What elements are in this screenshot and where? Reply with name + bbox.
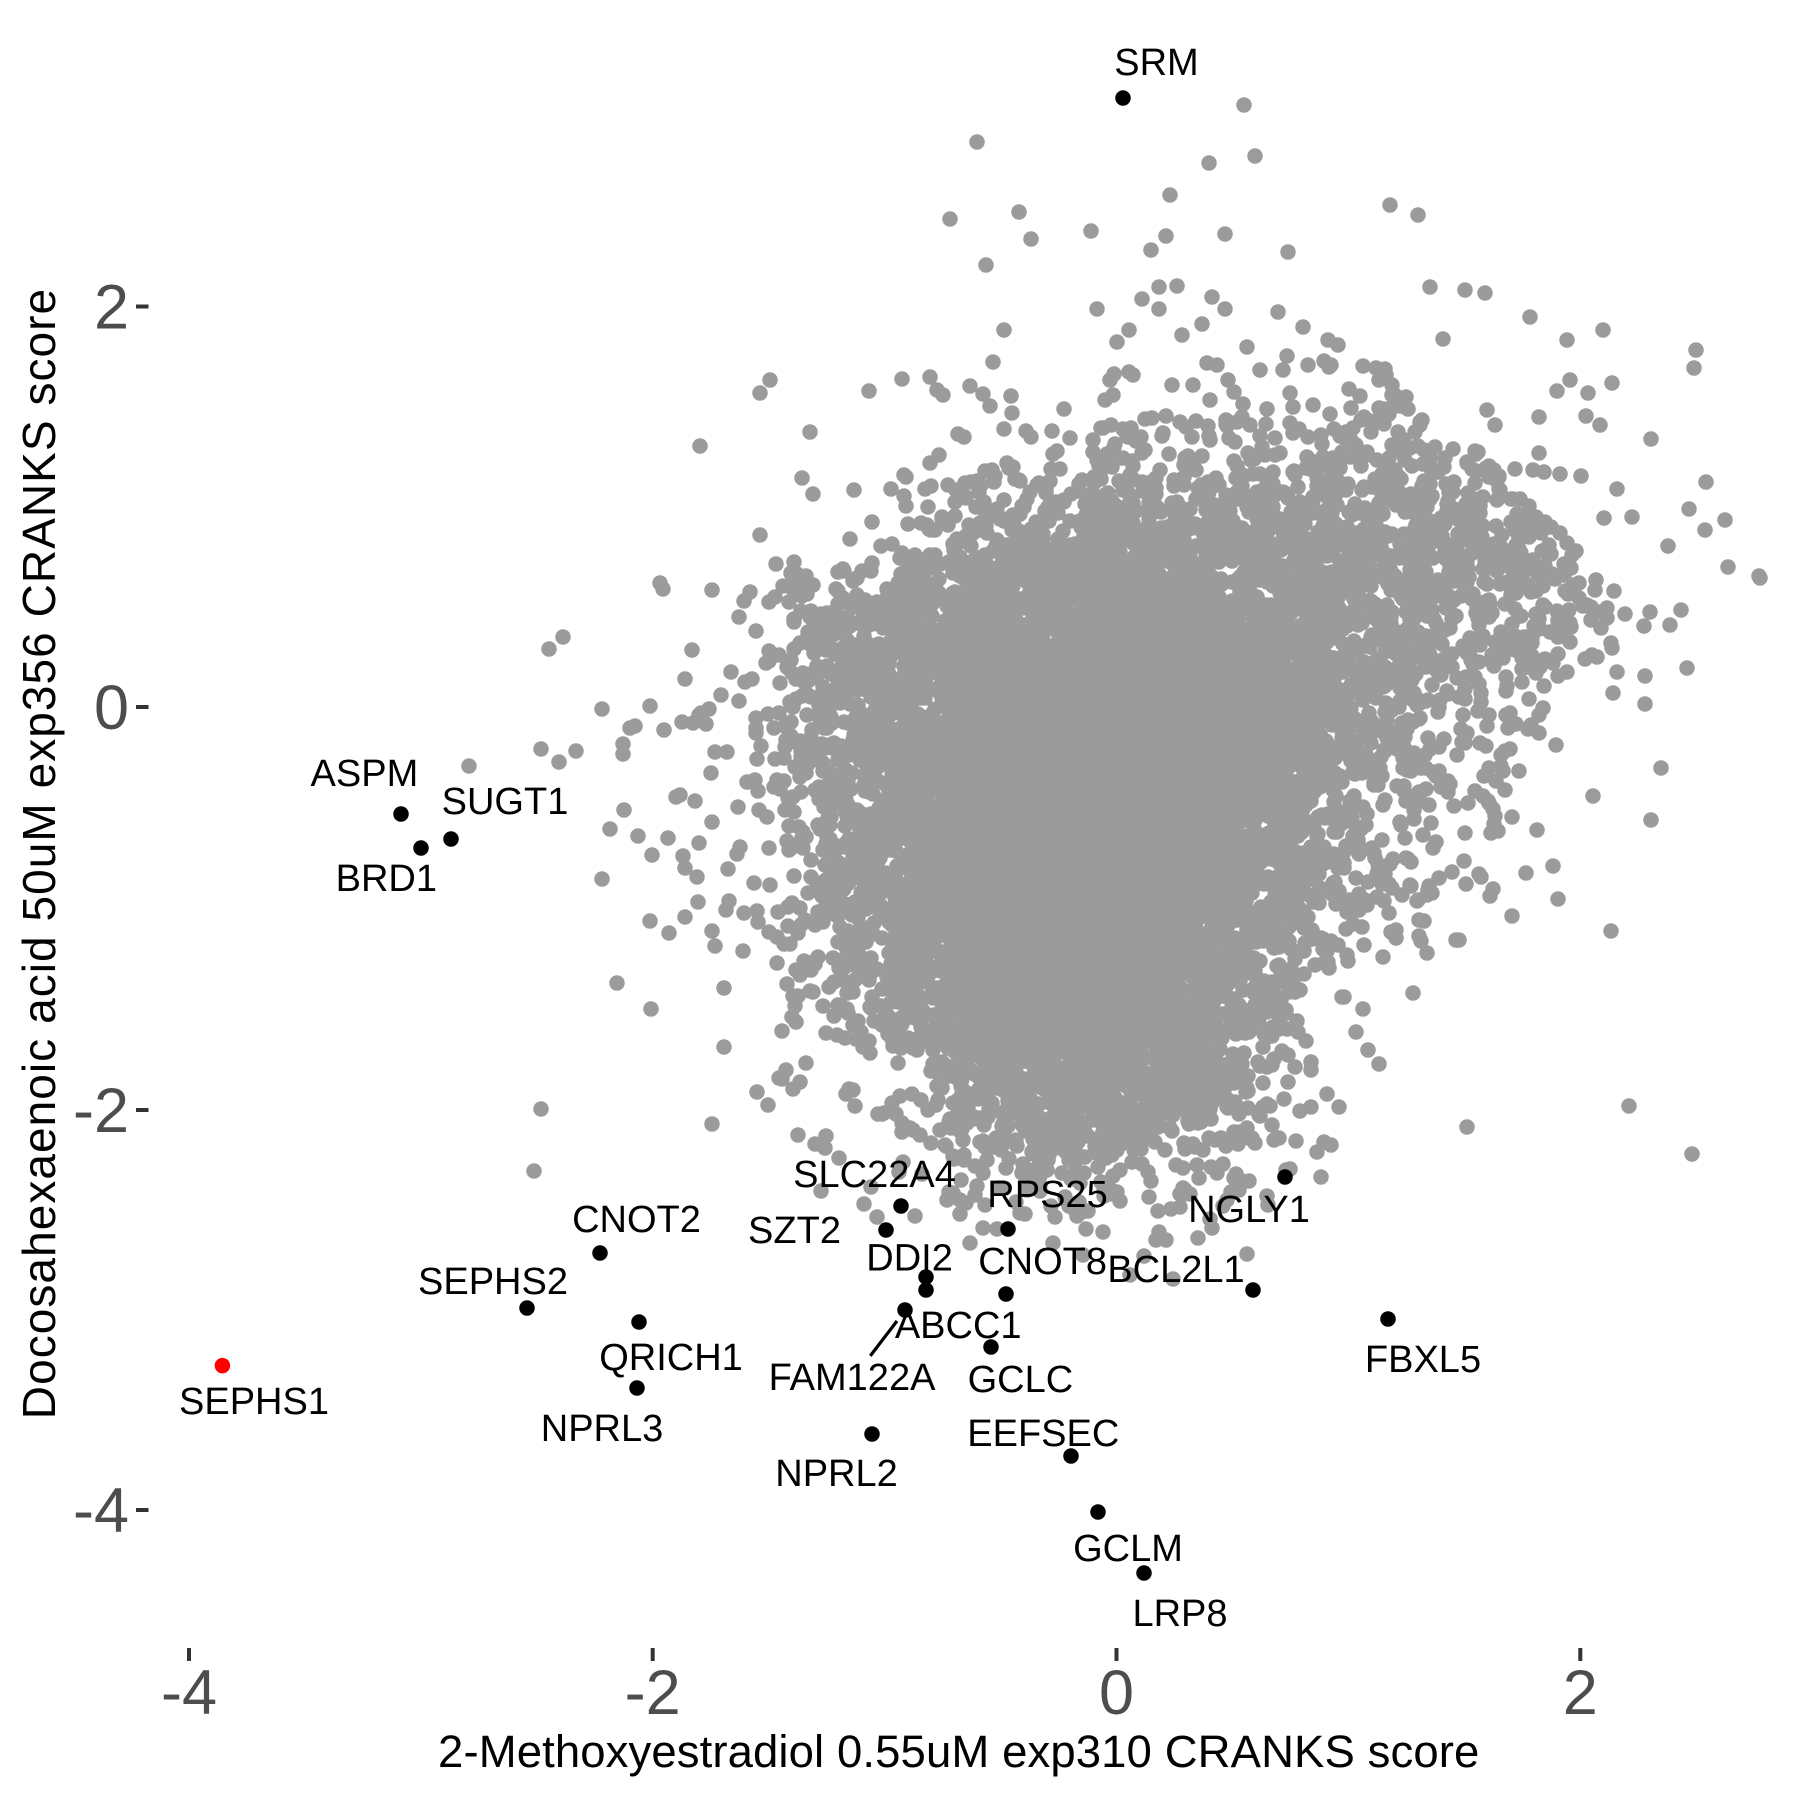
svg-text:LRP8: LRP8 xyxy=(1132,1593,1227,1635)
svg-text:SEPHS1: SEPHS1 xyxy=(179,1381,329,1423)
svg-text:Docosahexaenoic acid 50uM exp3: Docosahexaenoic acid 50uM exp356 CRANKS … xyxy=(13,288,65,1419)
svg-text:2-Methoxyestradiol 0.55uM exp3: 2-Methoxyestradiol 0.55uM exp310 CRANKS … xyxy=(438,1726,1479,1777)
svg-text:RPS25: RPS25 xyxy=(987,1174,1107,1216)
svg-text:2: 2 xyxy=(94,273,129,343)
svg-text:NPRL3: NPRL3 xyxy=(541,1408,664,1450)
svg-text:ABCC1: ABCC1 xyxy=(895,1305,1022,1347)
svg-text:NPRL2: NPRL2 xyxy=(775,1453,898,1495)
svg-text:GCLM: GCLM xyxy=(1073,1528,1183,1570)
svg-text:DDI2: DDI2 xyxy=(866,1238,953,1280)
svg-text:-2: -2 xyxy=(625,1658,681,1728)
svg-text:-2: -2 xyxy=(73,1076,129,1146)
svg-text:EEFSEC: EEFSEC xyxy=(967,1413,1119,1455)
svg-text:SLC22A4: SLC22A4 xyxy=(793,1154,956,1196)
svg-text:NGLY1: NGLY1 xyxy=(1188,1189,1310,1231)
svg-text:CNOT8: CNOT8 xyxy=(978,1241,1107,1283)
svg-text:BCL2L1: BCL2L1 xyxy=(1107,1249,1244,1291)
svg-text:0: 0 xyxy=(94,673,129,743)
svg-text:SRM: SRM xyxy=(1114,42,1198,84)
svg-text:ASPM: ASPM xyxy=(311,753,419,795)
svg-text:-4: -4 xyxy=(161,1658,217,1728)
svg-text:FBXL5: FBXL5 xyxy=(1365,1339,1481,1381)
svg-text:QRICH1: QRICH1 xyxy=(599,1337,743,1379)
svg-text:FAM122A: FAM122A xyxy=(769,1357,937,1399)
svg-text:0: 0 xyxy=(1099,1658,1134,1728)
svg-text:2: 2 xyxy=(1563,1658,1598,1728)
svg-text:SEPHS2: SEPHS2 xyxy=(418,1261,568,1303)
svg-text:SUGT1: SUGT1 xyxy=(442,781,569,823)
svg-text:GCLC: GCLC xyxy=(968,1359,1074,1401)
svg-text:SZT2: SZT2 xyxy=(748,1210,841,1252)
svg-text:-4: -4 xyxy=(73,1476,129,1546)
svg-text:CNOT2: CNOT2 xyxy=(572,1199,701,1241)
svg-text:BRD1: BRD1 xyxy=(336,858,437,900)
